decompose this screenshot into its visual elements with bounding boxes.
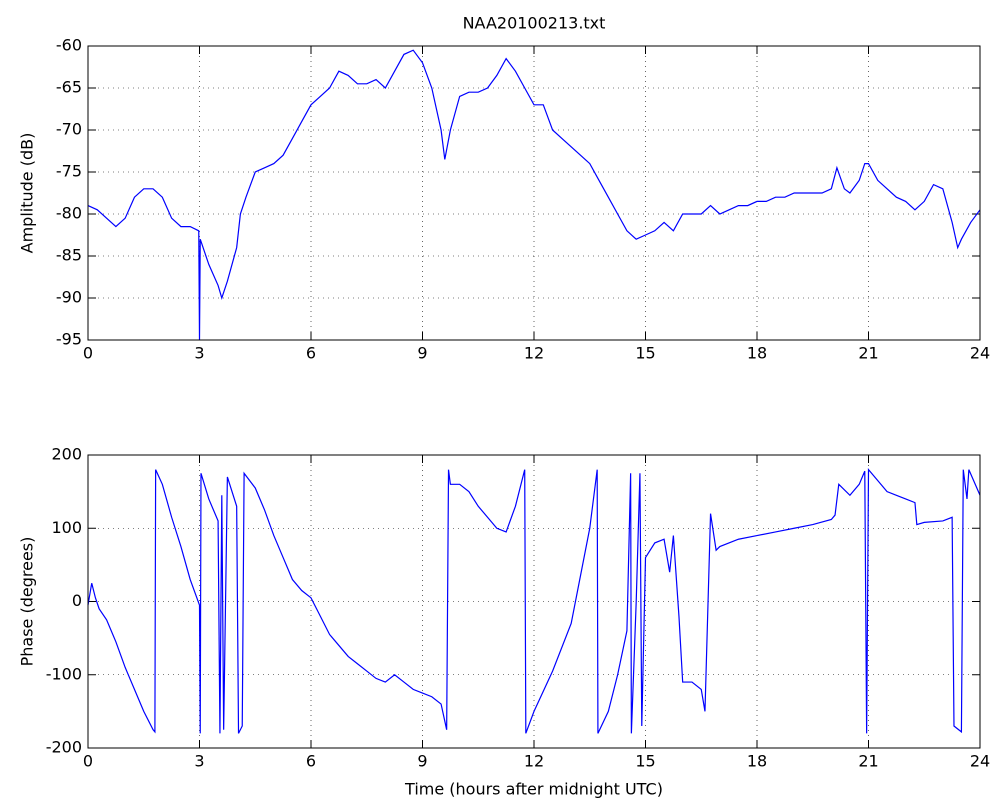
axes-box	[87, 45, 981, 341]
y-tick-label: 100	[51, 518, 82, 537]
x-axis-label: Time (hours after midnight UTC)	[404, 780, 663, 799]
y-tick-label: -80	[56, 204, 82, 223]
chart-title: NAA20100213.txt	[463, 14, 606, 33]
x-tick-label: 18	[747, 752, 767, 771]
y-tick-label: -65	[56, 78, 82, 97]
x-tick-label: 18	[747, 344, 767, 363]
y-tick-label: 200	[51, 445, 82, 464]
y-tick-label: -60	[56, 36, 82, 55]
axes-box	[87, 454, 981, 749]
y-axis-label: Phase (degrees)	[18, 537, 37, 667]
x-tick-label: 9	[417, 752, 427, 771]
x-tick-label: 9	[417, 344, 427, 363]
y-tick-label: -95	[56, 330, 82, 349]
x-tick-label: 21	[858, 752, 878, 771]
x-tick-label: 6	[306, 344, 316, 363]
x-tick-label: 6	[306, 752, 316, 771]
y-tick-label: -75	[56, 162, 82, 181]
x-tick-label: 0	[83, 752, 93, 771]
y-axis-label: Amplitude (dB)	[18, 133, 37, 254]
x-tick-label: 12	[524, 752, 544, 771]
y-tick-label: -90	[56, 288, 82, 307]
y-tick-label: -85	[56, 246, 82, 265]
x-tick-label: 3	[194, 752, 204, 771]
x-tick-label: 12	[524, 344, 544, 363]
x-tick-label: 0	[83, 344, 93, 363]
x-tick-label: 24	[970, 344, 990, 363]
y-tick-label: -70	[56, 120, 82, 139]
data-line	[87, 468, 981, 734]
x-tick-label: 21	[858, 344, 878, 363]
x-tick-label: 15	[635, 344, 655, 363]
x-tick-label: 24	[970, 752, 990, 771]
y-tick-label: -200	[46, 738, 82, 757]
x-tick-label: 3	[194, 344, 204, 363]
y-tick-label: 0	[72, 591, 82, 610]
data-line	[87, 49, 981, 341]
y-tick-label: -100	[46, 664, 82, 683]
x-tick-label: 15	[635, 752, 655, 771]
